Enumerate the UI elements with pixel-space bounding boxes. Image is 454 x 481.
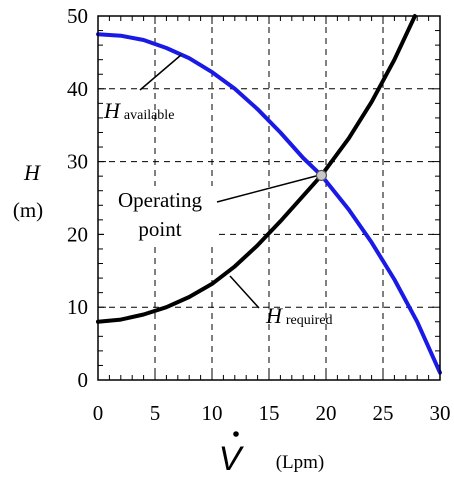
y-tick-label-50: 50: [67, 4, 88, 28]
tick-labels: 0 5 10 15 20 25 30 0 10 20 30 40 50: [67, 4, 451, 425]
required-annotation: H required: [265, 303, 333, 328]
operating-point-label-line2: point: [138, 217, 181, 241]
operating-point-leader: [216, 175, 317, 203]
x-axis-symbol: V: [219, 440, 245, 478]
x-tick-label-30: 30: [430, 401, 451, 425]
available-annotation-leader: [139, 54, 182, 91]
marker-layer: [315, 169, 328, 182]
operating-point-label-line1: Operating: [118, 188, 202, 212]
x-axis-symbol-dot: [233, 431, 239, 437]
series-line-required: [96, 14, 417, 324]
x-axis-unit: (Lpm): [276, 452, 325, 473]
series-layer: [96, 14, 442, 375]
plot-frame: [97, 15, 441, 381]
x-tick-label-15: 15: [259, 401, 280, 425]
y-tick-label-30: 30: [67, 150, 88, 174]
required-annotation-leader: [229, 275, 260, 309]
operating-point-marker: [315, 169, 328, 182]
plot-border: [97, 15, 441, 381]
operating-point-label-bg: [104, 186, 216, 242]
x-tick-label-25: 25: [373, 401, 394, 425]
y-axis-unit: (m): [13, 198, 43, 222]
x-tick-label-10: 10: [202, 401, 223, 425]
available-annotation: H available: [103, 98, 174, 123]
y-tick-label-10: 10: [67, 295, 88, 319]
y-axis-symbol: H: [23, 160, 41, 185]
series-line-available: [96, 32, 442, 375]
y-tick-label-40: 40: [67, 77, 88, 101]
x-tick-label-0: 0: [93, 401, 104, 425]
y-tick-label-20: 20: [67, 222, 88, 246]
x-tick-label-5: 5: [150, 401, 161, 425]
x-tick-label-20: 20: [316, 401, 337, 425]
y-tick-label-0: 0: [78, 368, 89, 392]
